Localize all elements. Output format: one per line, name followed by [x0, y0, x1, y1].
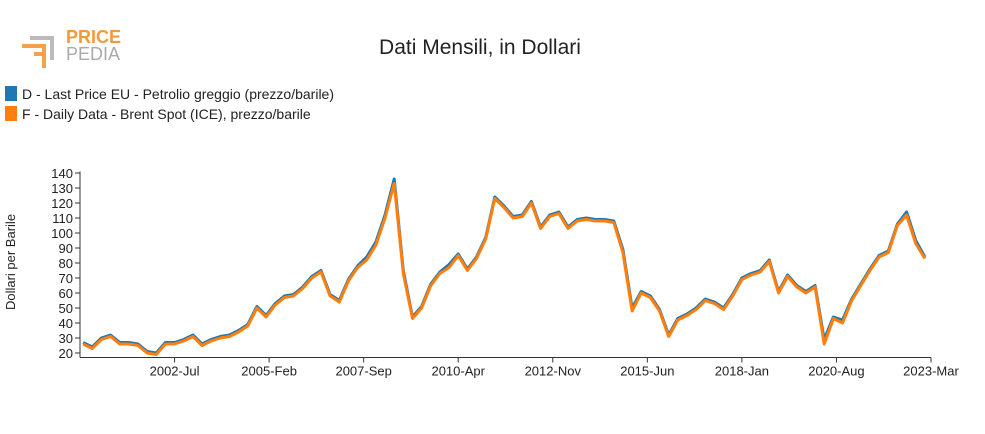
- x-tick-label: 2023-Mar: [903, 364, 959, 379]
- x-tick-label: 2002-Jul: [150, 364, 200, 379]
- chart-title: Dati Mensili, in Dollari: [379, 36, 581, 59]
- y-tick-label: 120: [51, 196, 73, 211]
- y-tick-label: 140: [51, 166, 73, 181]
- logo-text: PRICE: [66, 27, 121, 47]
- x-tick-label: 2007-Sep: [335, 364, 391, 379]
- y-tick-label: 50: [59, 301, 73, 316]
- legend: D - Last Price EU - Petrolio greggio (pr…: [5, 86, 334, 122]
- y-tick-label: 30: [59, 331, 73, 346]
- legend-label: F - Daily Data - Brent Spot (ICE), prezz…: [22, 106, 311, 122]
- y-tick-label: 100: [51, 226, 73, 241]
- y-tick-label: 90: [59, 241, 73, 256]
- y-tick-label: 20: [59, 346, 73, 361]
- logo: PRICE PEDIA: [22, 27, 121, 68]
- legend-label: D - Last Price EU - Petrolio greggio (pr…: [22, 86, 334, 102]
- y-tick-label: 60: [59, 286, 73, 301]
- logo-text: PEDIA: [66, 44, 120, 64]
- x-tick-label: 2015-Jun: [620, 364, 674, 379]
- x-tick-label: 2012-Nov: [525, 364, 582, 379]
- legend-swatch: [5, 106, 17, 121]
- logo-mark: [30, 36, 54, 60]
- y-tick-label: 70: [59, 271, 73, 286]
- x-tick-label: 2020-Aug: [808, 364, 864, 379]
- y-axis-label: Dollari per Barile: [3, 214, 18, 310]
- legend-swatch: [5, 86, 17, 101]
- y-tick-label: 40: [59, 316, 73, 331]
- x-tick-label: 2010-Apr: [431, 364, 485, 379]
- x-tick-label: 2005-Feb: [241, 364, 297, 379]
- x-tick-label: 2018-Jan: [715, 364, 769, 379]
- series-line: [82, 177, 927, 355]
- series-line: [82, 182, 927, 356]
- logo-mark: [22, 44, 46, 68]
- y-tick-label: 80: [59, 256, 73, 271]
- y-tick-label: 110: [52, 211, 73, 226]
- y-tick-label: 130: [51, 181, 73, 196]
